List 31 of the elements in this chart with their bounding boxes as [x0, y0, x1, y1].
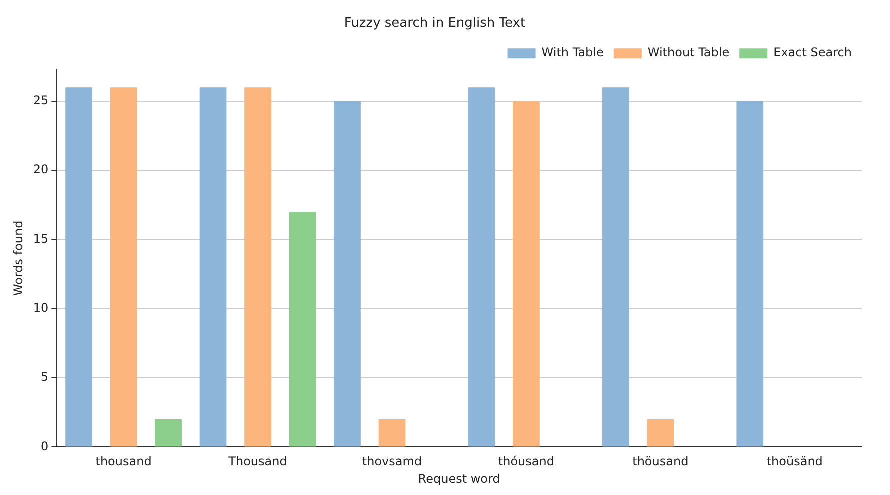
- bar: [468, 88, 496, 447]
- x-tick-label: thoüsänd: [766, 454, 823, 469]
- bar: [155, 420, 182, 447]
- bar: [334, 101, 361, 447]
- bar: [513, 101, 540, 447]
- bar: [602, 88, 630, 447]
- y-axis-title: Words found: [11, 220, 26, 296]
- y-tick-label: 10: [33, 301, 49, 316]
- y-tick-label: 20: [33, 162, 49, 177]
- bar: [200, 88, 227, 447]
- bar: [110, 88, 138, 447]
- legend-label: With Table: [542, 46, 604, 60]
- x-tick-label: Thousand: [228, 454, 288, 469]
- bar: [647, 420, 674, 447]
- y-tick-label: 15: [33, 232, 49, 246]
- chart-title: Fuzzy search in English Text: [344, 16, 526, 32]
- x-tick-label: thousand: [96, 454, 152, 469]
- bar: [244, 88, 272, 447]
- y-tick-label: 5: [41, 370, 49, 384]
- x-tick-label: thóusand: [498, 454, 554, 469]
- bar: [289, 212, 316, 447]
- x-tick-label: thovsamd: [362, 454, 422, 469]
- bar: [378, 420, 406, 447]
- x-axis-title: Request word: [418, 472, 500, 486]
- x-tick-label: thöusand: [632, 454, 689, 469]
- bar: [66, 88, 92, 447]
- legend-label: Exact Search: [774, 46, 852, 60]
- legend-label: Without Table: [648, 46, 730, 60]
- y-tick-label: 25: [33, 94, 49, 108]
- bar: [736, 101, 764, 447]
- y-tick-label: 0: [41, 439, 49, 454]
